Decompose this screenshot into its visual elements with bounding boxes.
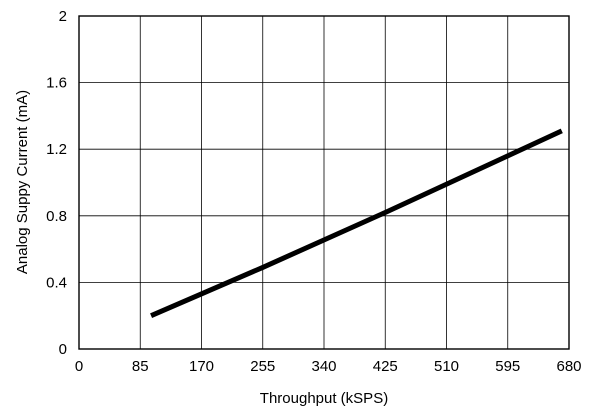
x-axis-title: Throughput (kSPS): [260, 390, 388, 407]
plot-frame: [78, 15, 570, 350]
x-tick-label: 170: [189, 358, 214, 375]
x-tick-label: 425: [373, 358, 398, 375]
series-line: [150, 128, 563, 318]
y-axis-title: Analog Suppy Current (mA): [14, 90, 31, 274]
x-tick-label: 510: [434, 358, 459, 375]
y-axis-ticks: 0 0.4 0.8 1.2 1.6 2: [46, 8, 67, 358]
y-tick-label: 2: [59, 8, 67, 25]
x-tick-label: 85: [132, 358, 149, 375]
x-tick-label: 680: [556, 358, 581, 375]
x-tick-label: 0: [75, 358, 83, 375]
y-tick-label: 0.8: [46, 208, 67, 225]
y-tick-label: 0: [59, 341, 67, 358]
series-layer: [150, 128, 563, 318]
x-tick-label: 595: [495, 358, 520, 375]
y-tick-label: 1.6: [46, 75, 67, 92]
x-tick-label: 340: [311, 358, 336, 375]
y-tick-label: 0.4: [46, 274, 67, 291]
grid: [79, 16, 569, 349]
x-axis-ticks: 0 85 170 255 340 425 510 595 680: [75, 358, 582, 375]
y-tick-label: 1.2: [46, 141, 67, 158]
x-tick-label: 255: [250, 358, 275, 375]
